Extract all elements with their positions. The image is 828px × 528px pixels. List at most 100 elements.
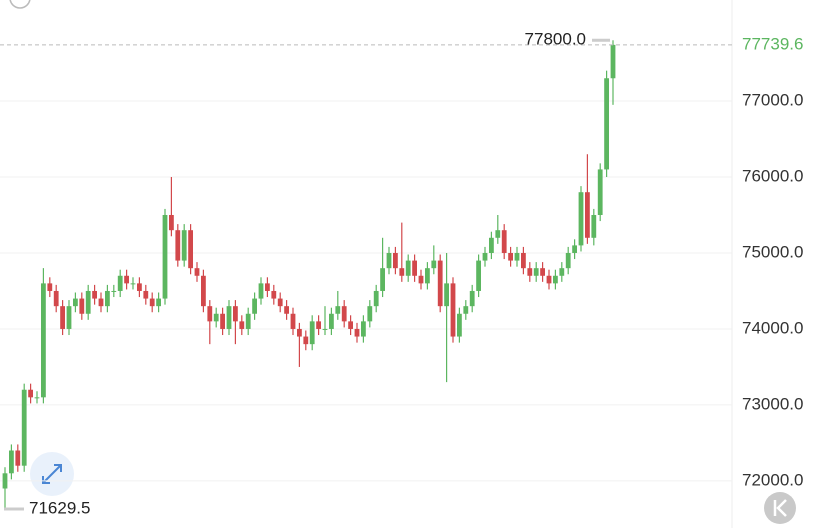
candle-body <box>348 321 353 329</box>
candle-body <box>431 260 437 269</box>
candle-body <box>309 321 315 345</box>
candle-body <box>367 306 373 322</box>
candle-body <box>245 313 251 329</box>
candle-body <box>92 290 97 299</box>
candle-body <box>290 313 296 329</box>
candle-body <box>117 275 123 291</box>
y-tick-label: 75000.0 <box>742 242 803 261</box>
candle-body <box>399 268 405 276</box>
y-tick-label: 77000.0 <box>742 91 803 110</box>
candle-body <box>9 450 14 474</box>
candle-body <box>201 275 206 307</box>
candle-body <box>156 298 161 307</box>
candle-body <box>604 78 609 170</box>
candle-body <box>188 230 193 269</box>
candle-body <box>316 321 321 329</box>
candle-body <box>303 336 309 345</box>
candle-body <box>521 252 526 269</box>
candle-body <box>527 268 533 276</box>
candle-body <box>578 192 584 246</box>
low-marker-label: 71629.5 <box>29 499 90 518</box>
candle-body <box>546 275 552 284</box>
candle-body <box>98 298 104 307</box>
candle-body <box>66 306 72 329</box>
candle-body <box>60 306 65 329</box>
candle-body <box>233 306 238 322</box>
candle-body <box>111 290 117 292</box>
candle-body <box>373 290 379 307</box>
candle-body <box>258 283 264 299</box>
candle-body <box>457 313 462 337</box>
candle-body <box>226 306 232 329</box>
last-price-label: 77739.6 <box>742 34 803 53</box>
candle-body <box>335 306 341 314</box>
candle-body <box>469 290 475 307</box>
candle-body <box>252 298 257 314</box>
candle-body <box>124 275 129 284</box>
candle-body <box>380 268 385 291</box>
candle-body <box>489 237 494 253</box>
candle-body <box>53 290 59 307</box>
candle-body <box>591 214 597 238</box>
candle-body <box>444 283 449 307</box>
candle-body <box>239 321 245 329</box>
candle-body <box>137 283 142 291</box>
candle-body <box>2 473 8 489</box>
high-marker-label: 77800.0 <box>525 30 586 49</box>
candle-body <box>533 268 539 276</box>
candle-body <box>341 306 347 322</box>
expand-button[interactable] <box>30 452 74 496</box>
scroll-latest-button[interactable] <box>764 492 796 524</box>
candle-body <box>149 298 155 307</box>
candle-body <box>540 268 545 276</box>
candle-body <box>162 214 168 299</box>
candle-body <box>207 306 213 322</box>
candle-body <box>559 268 565 276</box>
candle-body <box>271 290 277 299</box>
candle-body <box>213 313 219 322</box>
candle-body <box>34 397 40 399</box>
close-icon[interactable] <box>9 0 31 9</box>
candle-body <box>572 245 577 253</box>
candle-body <box>85 290 91 314</box>
candle-body <box>130 283 136 285</box>
candle-body <box>553 275 558 284</box>
candle-body <box>405 260 411 276</box>
candle-body <box>297 328 302 337</box>
candle-body <box>495 230 501 238</box>
candle-body <box>175 230 181 261</box>
candle-body <box>597 169 603 215</box>
candle-body <box>425 268 430 284</box>
candle-body <box>194 268 200 276</box>
candle-body <box>47 283 53 291</box>
candle-body <box>105 290 110 307</box>
candle-body <box>73 298 78 307</box>
candle-body <box>354 328 360 337</box>
candle-body <box>610 44 616 79</box>
candle-body <box>450 283 456 337</box>
candle-body <box>501 230 507 253</box>
candle-body <box>437 260 443 307</box>
candle-body <box>220 313 225 329</box>
candle-body <box>412 260 417 276</box>
candle-body <box>181 230 187 261</box>
candle-body <box>28 389 33 398</box>
candle-body <box>476 260 481 291</box>
candle-body <box>21 389 27 466</box>
candle-body <box>361 321 366 337</box>
candle-body <box>284 306 289 314</box>
candle-body <box>79 298 85 314</box>
candle-body <box>514 252 520 261</box>
y-tick-label: 76000.0 <box>742 166 803 185</box>
candle-body <box>143 290 149 299</box>
candle-body <box>15 450 21 466</box>
candle-body <box>329 313 334 329</box>
candle-body <box>418 275 424 284</box>
candle-body <box>393 252 398 269</box>
candle-body <box>565 252 571 269</box>
candle-body <box>265 283 270 291</box>
candle-body <box>322 328 328 330</box>
candle-body <box>277 298 283 307</box>
y-tick-label: 73000.0 <box>742 394 803 413</box>
